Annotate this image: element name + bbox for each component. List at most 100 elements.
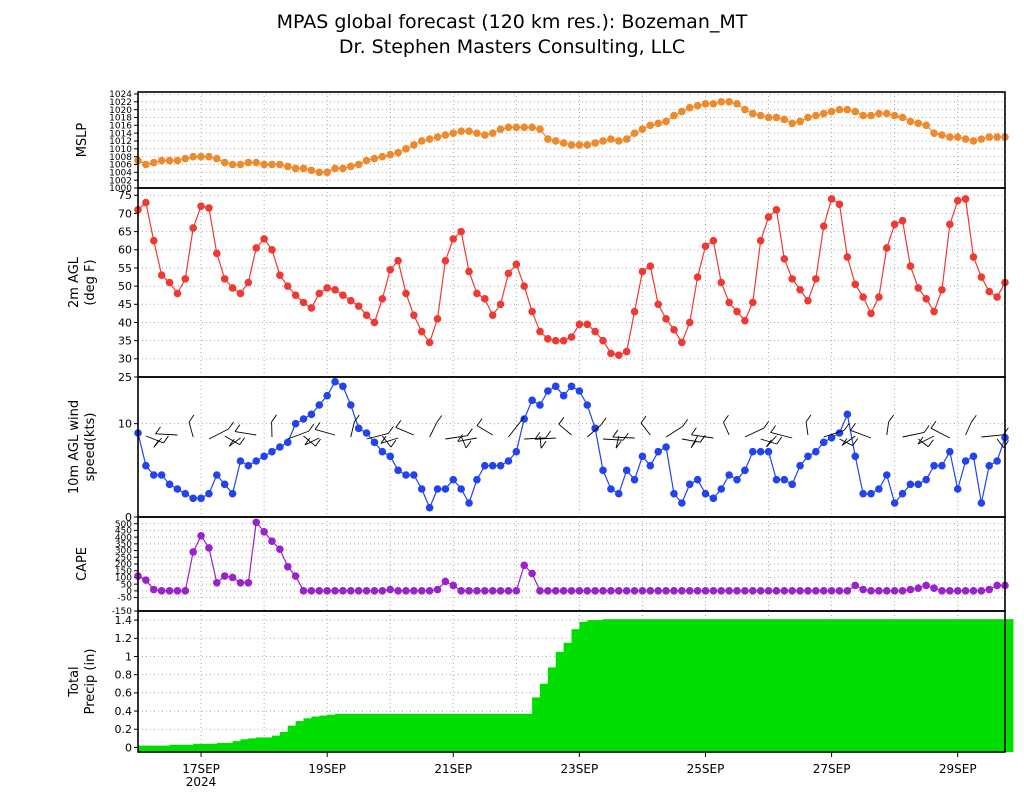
- precip-bar: [469, 713, 478, 752]
- wind-data-point: [544, 387, 552, 395]
- temp-data-point: [378, 295, 387, 303]
- precip-bar: [673, 619, 683, 752]
- wind-data-point: [465, 499, 473, 507]
- precip-bar: [894, 619, 904, 752]
- temp-data-point: [630, 307, 639, 316]
- y-tick-label: 1018: [109, 114, 132, 124]
- wind-data-point: [276, 443, 284, 451]
- wind-barb-flag: [228, 439, 235, 447]
- wind-barb-flag: [640, 415, 647, 424]
- cape-data-point: [504, 587, 513, 595]
- cape-data-point: [276, 545, 284, 554]
- temp-data-point: [559, 336, 568, 345]
- wind-data-point: [685, 480, 694, 489]
- precip-bar: [610, 619, 620, 752]
- cape-data-point: [717, 587, 726, 595]
- mslp-data-point: [315, 168, 324, 177]
- precip-bar: [847, 619, 856, 752]
- wind-barb: [823, 429, 845, 438]
- temp-data-point: [520, 282, 529, 290]
- cape-data-point: [402, 587, 410, 595]
- temp-data-point: [741, 316, 749, 325]
- temp-data-point: [228, 284, 237, 292]
- wind-data-point: [417, 485, 426, 493]
- y-tick-label: 0: [125, 741, 132, 754]
- y-axis-label: MSLP: [75, 123, 90, 158]
- cape-data-point: [622, 587, 631, 595]
- wind-barb-flag: [852, 438, 859, 446]
- wind-data-point: [362, 429, 371, 437]
- cape-data-point: [410, 587, 418, 595]
- wind-barb: [460, 435, 467, 449]
- cape-data-point: [189, 548, 197, 556]
- precip-bar: [374, 713, 383, 752]
- temp-data-point: [670, 325, 678, 334]
- temp-data-point: [165, 278, 174, 287]
- mslp-data-point: [181, 154, 190, 163]
- wind-barb: [965, 422, 972, 436]
- temp-data-point: [370, 318, 379, 327]
- temp-data-point: [827, 195, 836, 203]
- wind-data-point: [520, 415, 529, 423]
- mslp-data-point: [662, 117, 670, 126]
- precip-bar: [516, 713, 525, 752]
- wind-barb-flag: [763, 420, 770, 429]
- wind-data-point: [189, 494, 197, 503]
- cape-data-point: [867, 587, 875, 595]
- wind-data-point: [709, 494, 718, 503]
- cape-data-point: [630, 587, 639, 595]
- precip-bar: [752, 619, 762, 752]
- temp-data-point: [236, 289, 245, 298]
- temp-data-point: [851, 280, 860, 289]
- wind-barb-flag: [841, 438, 848, 446]
- cape-data-point: [575, 587, 584, 595]
- y-tick-label: 0.6: [115, 687, 133, 700]
- cape-data-point: [307, 587, 316, 595]
- precip-bar: [405, 713, 415, 752]
- temp-data-point: [599, 336, 607, 345]
- precip-bar: [524, 713, 533, 752]
- mslp-data-point: [748, 109, 757, 118]
- cape-data-point: [780, 587, 789, 595]
- wind-data-point: [457, 485, 465, 493]
- precip-bar: [902, 619, 912, 752]
- y-tick-label: 30: [118, 353, 132, 366]
- precip-bar: [705, 619, 714, 752]
- wind-barb-flag: [228, 421, 234, 430]
- wind-barb-flag: [600, 417, 607, 426]
- wind-barb-flag: [691, 427, 697, 436]
- wind-barb: [429, 422, 438, 438]
- wind-data-point: [488, 461, 497, 470]
- mslp-data-point: [189, 152, 197, 161]
- cape-data-point: [607, 587, 615, 595]
- mslp-data-point: [685, 103, 694, 112]
- wind-data-point: [938, 461, 946, 470]
- temp-data-point: [473, 289, 481, 298]
- wind-barb-flag: [850, 423, 856, 431]
- mslp-data-point: [307, 166, 316, 175]
- precip-bar: [563, 642, 573, 752]
- temp-data-point: [583, 320, 592, 329]
- wind-data-point: [291, 419, 300, 428]
- temp-data-point: [882, 244, 891, 252]
- temp-data-point: [173, 289, 182, 298]
- precip-bar: [997, 619, 1006, 752]
- wind-data-point: [780, 475, 789, 484]
- wind-barb: [395, 427, 415, 436]
- wind-barb: [760, 438, 777, 445]
- wind-data-point: [906, 480, 915, 489]
- wind-data-point: [914, 480, 923, 489]
- wind-barb: [744, 427, 764, 438]
- y-tick-label: 60: [118, 244, 132, 257]
- cape-data-point: [678, 587, 686, 595]
- cape-data-point: [488, 587, 497, 595]
- mslp-data-point: [654, 119, 662, 128]
- mslp-data-point: [764, 113, 773, 122]
- temp-data-point: [441, 256, 450, 265]
- cape-data-point: [559, 587, 568, 595]
- cape-data-point: [796, 587, 804, 595]
- wind-data-point: [630, 475, 639, 484]
- y-tick-label: 1016: [109, 121, 132, 131]
- temp-data-point: [701, 242, 710, 250]
- mslp-data-point: [362, 156, 371, 165]
